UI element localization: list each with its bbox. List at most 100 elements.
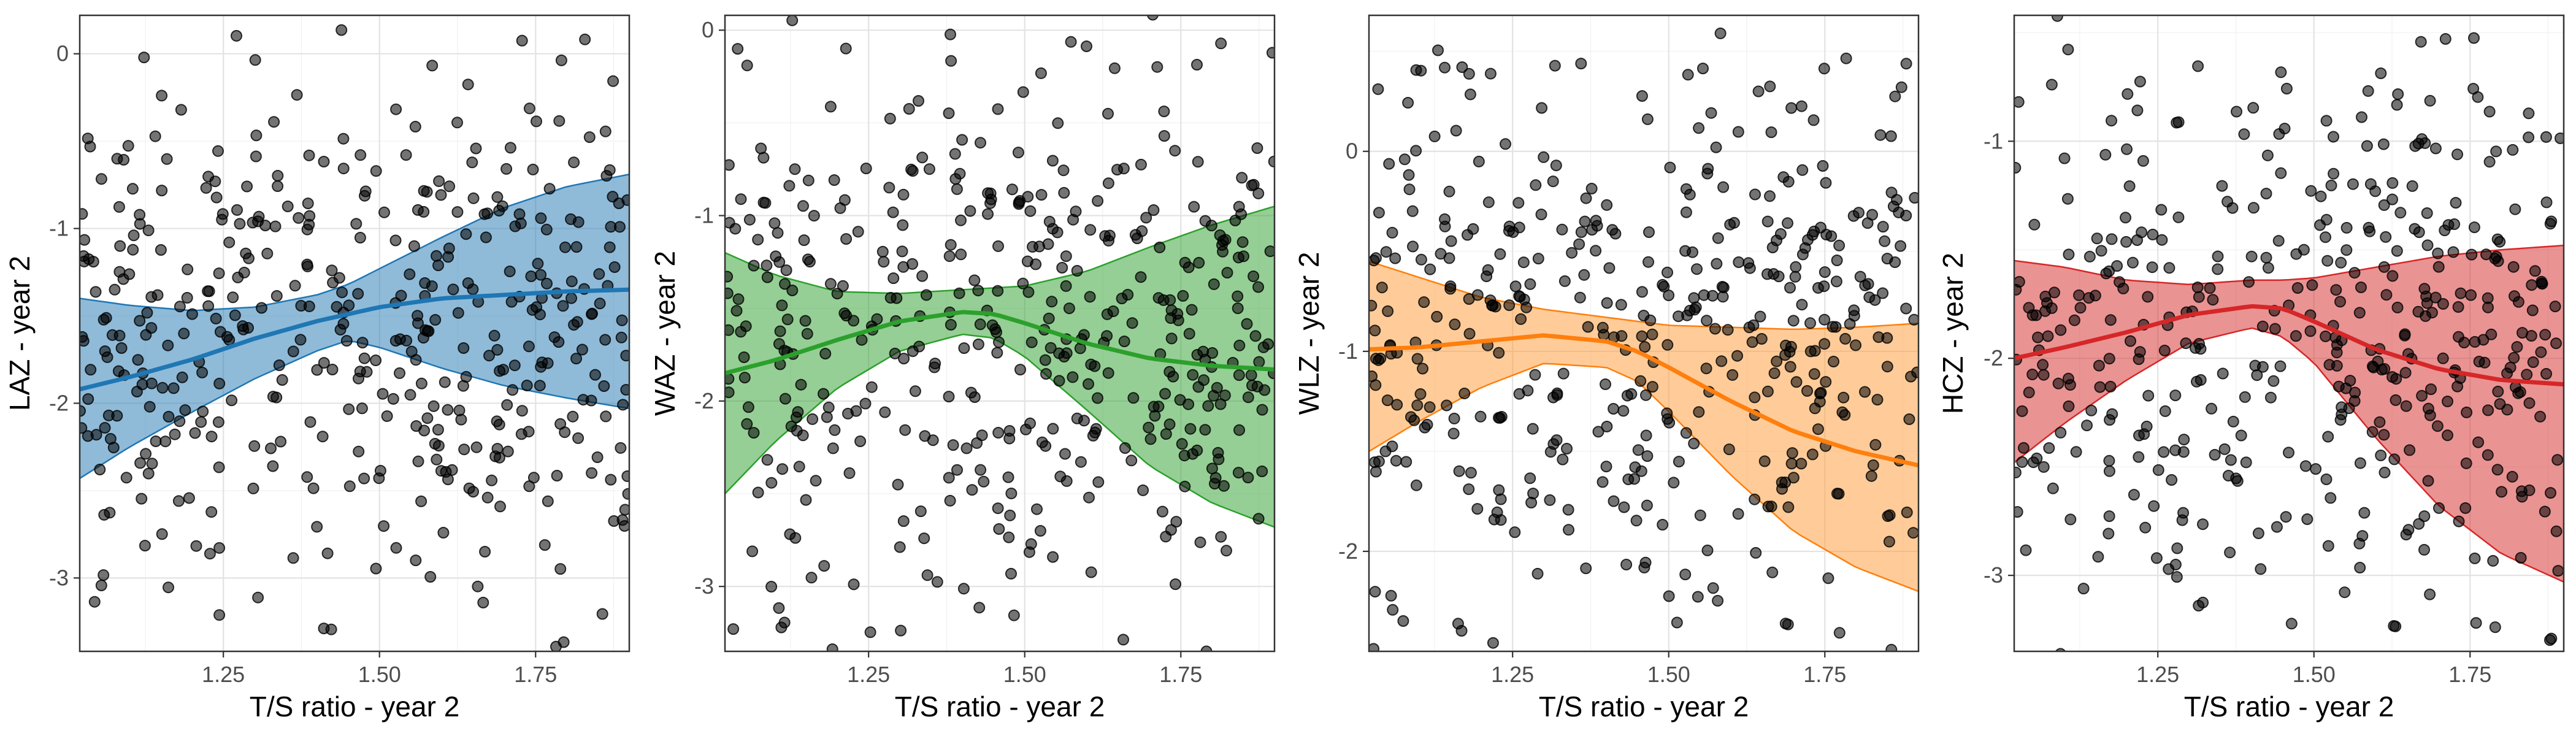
- data-point: [2328, 167, 2340, 180]
- data-point: [2362, 85, 2374, 97]
- data-point: [259, 220, 271, 232]
- data-point: [2099, 148, 2112, 161]
- data-point: [2267, 375, 2280, 387]
- data-point: [2141, 420, 2153, 432]
- data-point: [1170, 516, 1183, 528]
- plot-area: [725, 15, 1275, 651]
- data-point: [964, 205, 976, 217]
- data-point: [1143, 421, 1155, 434]
- data-point: [945, 319, 957, 331]
- data-point: [311, 364, 323, 376]
- data-point: [234, 218, 246, 230]
- confidence-band: [725, 206, 1275, 527]
- y-tick-label: 0: [1346, 139, 1358, 164]
- data-point: [2494, 236, 2506, 248]
- x-tick-label: 1.75: [1159, 662, 1202, 687]
- data-point: [1126, 317, 1138, 329]
- data-point: [2333, 380, 2345, 393]
- data-point: [1889, 90, 1901, 102]
- data-point: [807, 413, 819, 425]
- data-point: [128, 229, 140, 242]
- data-point: [1761, 385, 1774, 397]
- data-point: [261, 247, 274, 259]
- data-point: [356, 402, 368, 415]
- data-point: [2377, 666, 2387, 677]
- data-point: [504, 142, 516, 154]
- data-point: [2193, 600, 2205, 611]
- data-point: [1205, 220, 1217, 232]
- data-point: [1700, 362, 1712, 375]
- data-point: [1401, 672, 1412, 682]
- data-point: [113, 329, 126, 342]
- data-point: [800, 494, 812, 506]
- data-point: [2364, 178, 2377, 190]
- band-lower-edge: [2014, 327, 2564, 583]
- data-point: [2466, 248, 2478, 261]
- data-point: [1372, 83, 1384, 95]
- data-point: [2526, 304, 2539, 316]
- data-point: [992, 103, 1004, 115]
- data-point: [1144, 433, 1157, 445]
- data-point: [2037, 461, 2050, 473]
- data-point: [1784, 282, 1796, 294]
- data-point: [1782, 618, 1794, 631]
- data-point: [1456, 61, 1468, 73]
- data-point: [856, 334, 868, 346]
- data-point: [1383, 158, 1395, 170]
- y-tick-label: -1: [694, 203, 714, 228]
- data-point: [2195, 343, 2207, 355]
- data-point: [773, 338, 785, 350]
- data-point: [945, 55, 957, 67]
- data-point: [1895, 240, 1907, 252]
- data-point: [1194, 536, 1206, 548]
- data-point: [2378, 261, 2390, 273]
- data-point: [797, 429, 809, 442]
- data-point: [358, 352, 370, 364]
- data-point: [1369, 299, 1378, 312]
- data-point: [471, 1, 481, 12]
- data-point: [913, 340, 926, 353]
- data-point: [2103, 527, 2115, 540]
- data-point: [256, 302, 267, 314]
- data-point: [156, 528, 168, 540]
- data-point: [992, 502, 1004, 515]
- data-point: [1232, 251, 1244, 264]
- data-point: [593, 268, 605, 280]
- data-point: [101, 351, 113, 363]
- data-point: [785, 420, 797, 432]
- data-point: [2104, 380, 2117, 393]
- data-point: [1183, 398, 1195, 410]
- data-point: [1465, 467, 1477, 479]
- data-point: [2390, 373, 2402, 385]
- data-point: [1448, 412, 1460, 424]
- data-point: [805, 572, 818, 584]
- data-point: [433, 175, 445, 187]
- data-point: [752, 486, 764, 499]
- data-point: [1039, 354, 1051, 366]
- data-point: [176, 371, 188, 383]
- data-point: [955, 214, 967, 226]
- data-point: [535, 212, 547, 224]
- data-point: [1580, 562, 1592, 575]
- data-point: [1808, 368, 1820, 380]
- data-point: [2525, 330, 2537, 342]
- data-point: [1717, 282, 1730, 294]
- data-point: [603, 1, 613, 12]
- y-tick-label: -3: [694, 573, 714, 599]
- data-point: [2247, 202, 2260, 214]
- data-point: [1402, 97, 1414, 109]
- data-point: [486, 474, 498, 486]
- data-point: [1242, 472, 1254, 484]
- data-point: [1083, 378, 1094, 390]
- data-point: [395, 289, 407, 302]
- data-point: [1108, 62, 1121, 74]
- data-point: [462, 79, 474, 91]
- data-point: [949, 148, 961, 160]
- data-point: [752, 234, 764, 246]
- data-point: [2447, 246, 2459, 258]
- data-point: [2064, 379, 2076, 391]
- data-point: [621, 194, 629, 206]
- data-point: [1512, 197, 1525, 209]
- data-point: [2156, 234, 2168, 246]
- smooth-fit-line: [80, 287, 629, 392]
